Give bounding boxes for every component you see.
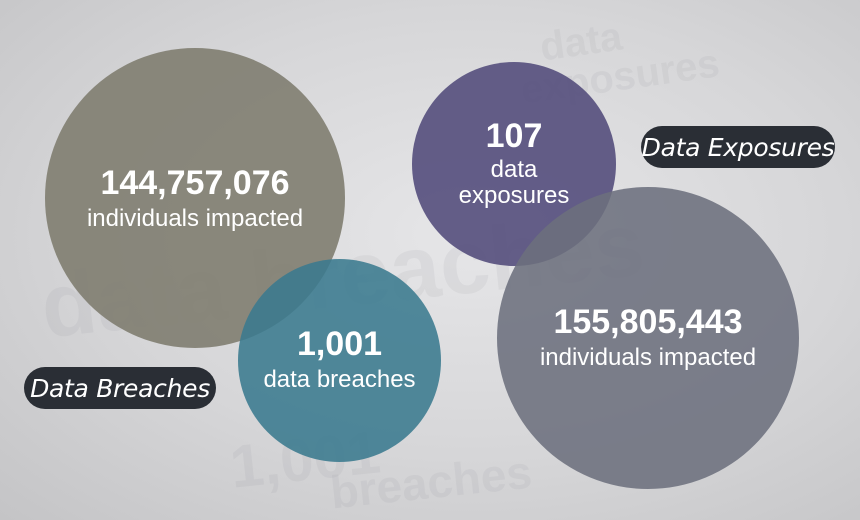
data-breaches-bubble: 1,001 data breaches	[238, 259, 441, 462]
individuals-impacted-exposures-value: 155,805,443	[553, 302, 743, 341]
individuals-impacted-breaches-label: individuals impacted	[86, 204, 304, 232]
data-exposures-value: 107	[485, 116, 543, 155]
data-breaches-label: data breaches	[263, 366, 416, 394]
data-breaches-value: 1,001	[296, 325, 383, 364]
data-exposures-pill: Data Exposures	[641, 126, 835, 168]
data-exposures-label: data exposures	[458, 155, 570, 209]
individuals-impacted-exposures-label: individuals impacted	[539, 343, 757, 371]
data-breaches-pill: Data Breaches	[24, 367, 216, 409]
individuals-impacted-exposures-bubble: 155,805,443 individuals impacted	[497, 187, 799, 489]
individuals-impacted-breaches-value: 144,757,076	[100, 163, 290, 202]
individuals-impacted-breaches-bubble: 144,757,076 individuals impacted	[45, 48, 345, 348]
